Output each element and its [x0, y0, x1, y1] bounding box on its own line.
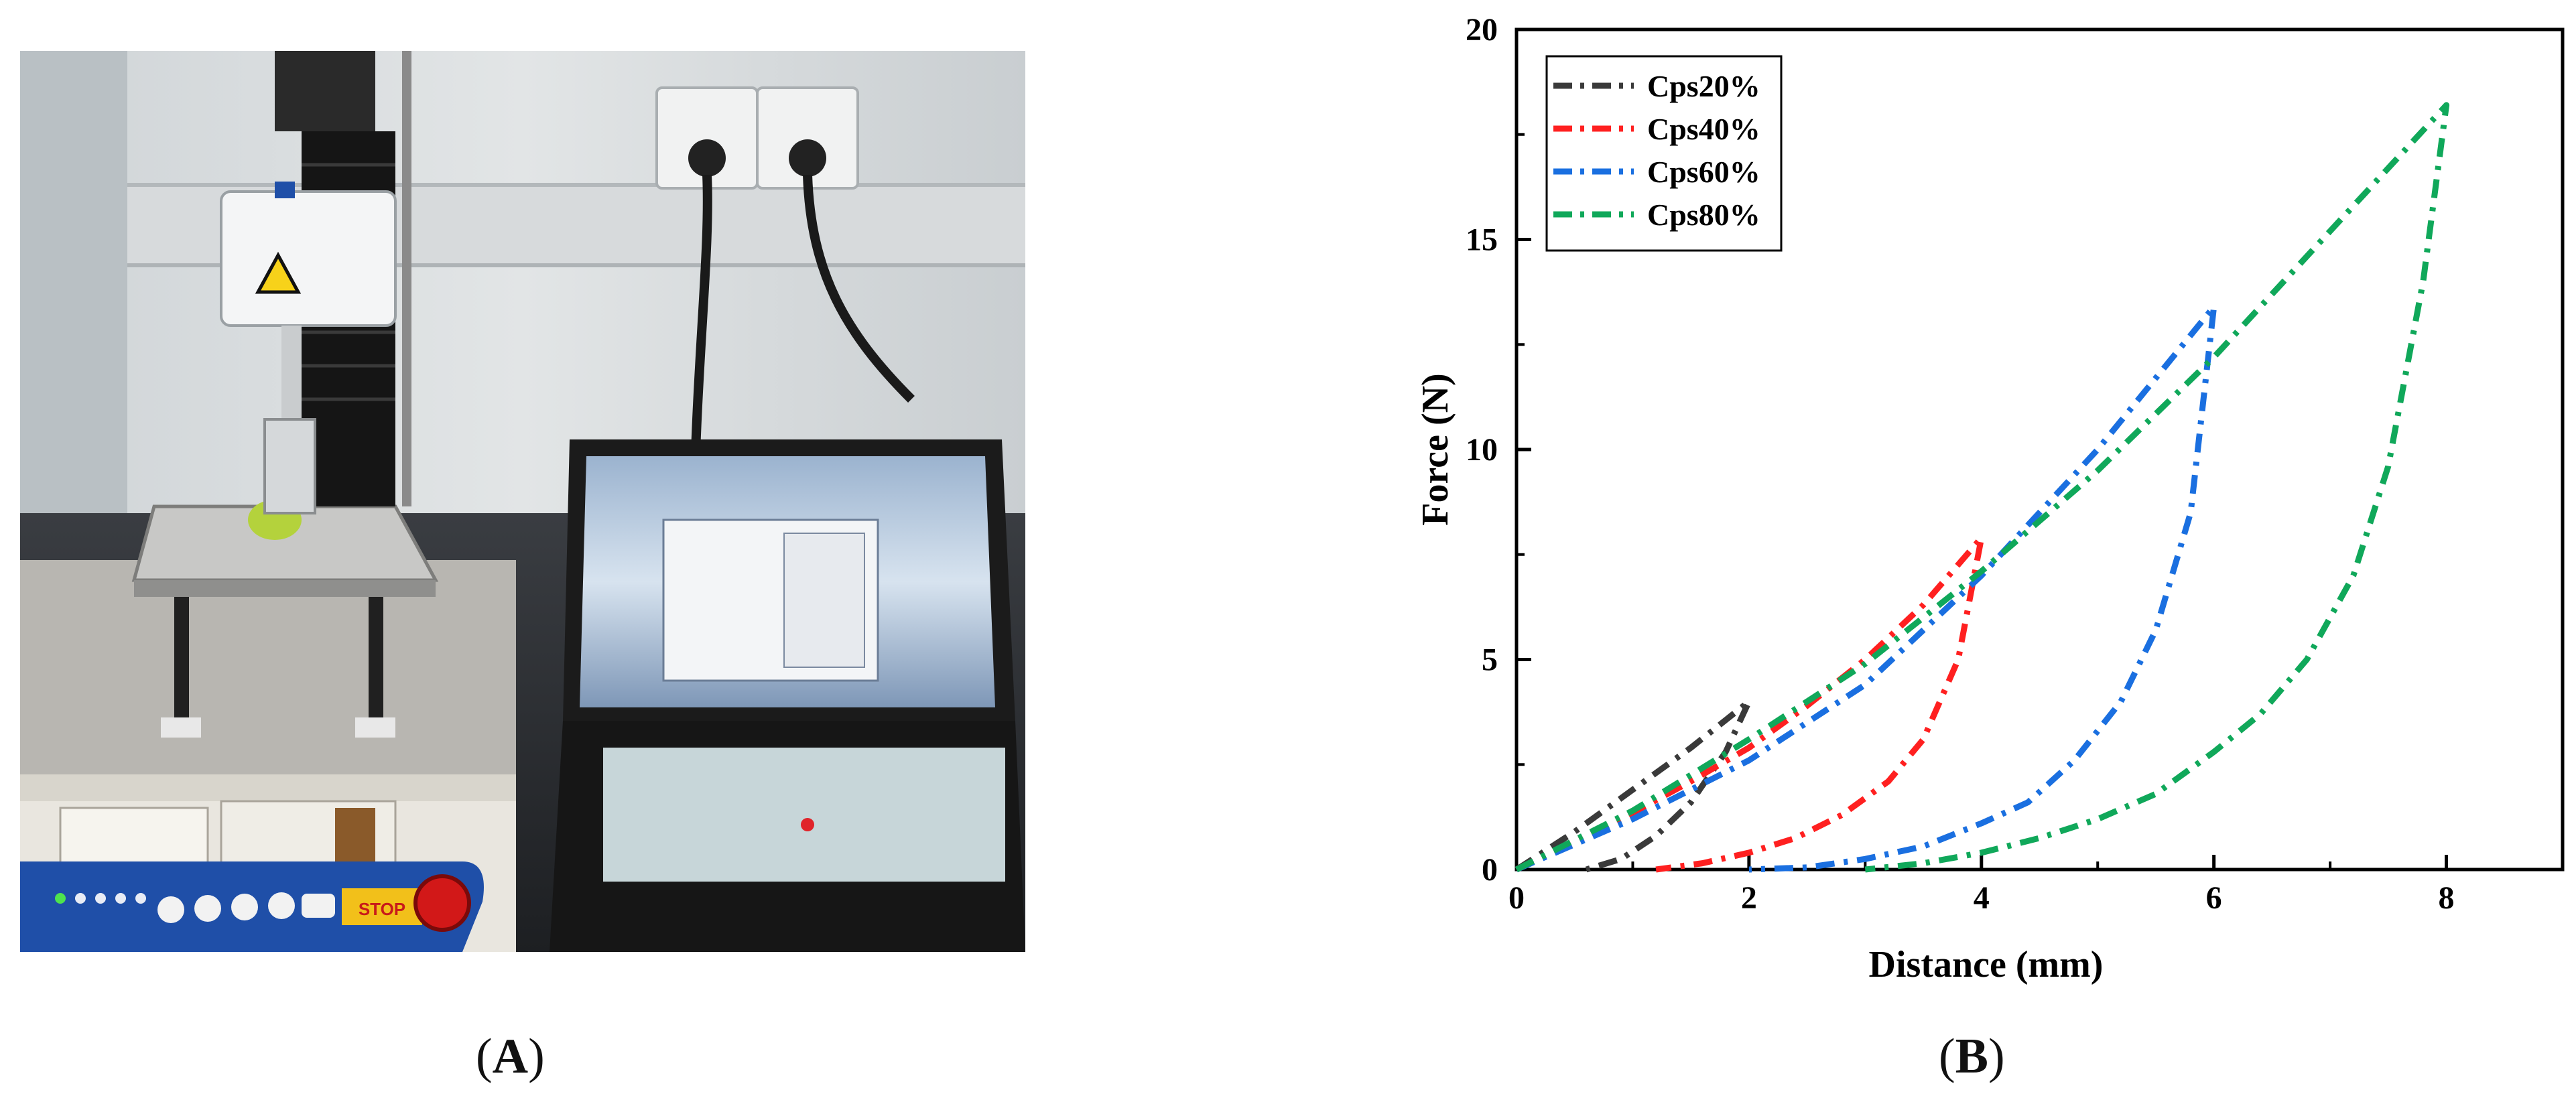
y-tick-label: 0 [1482, 852, 1498, 888]
x-tick-label: 0 [1508, 880, 1525, 916]
x-axis-label: Distance (mm) [1869, 944, 2104, 985]
stop-sign-text: STOP [359, 899, 405, 919]
plot-frame [1515, 27, 2565, 872]
x-tick-label: 2 [1741, 880, 1757, 916]
x-tick-label: 8 [2439, 880, 2455, 916]
series-line-cps80pct [1515, 102, 2450, 873]
y-tick-label: 15 [1466, 222, 1498, 258]
legend-box [1545, 55, 1783, 252]
y-tick-label: 10 [1466, 432, 1498, 468]
series-line-cps40pct [1515, 535, 1985, 873]
series-line-cps20pct [1515, 698, 1752, 873]
photo-illustration: STOP [20, 51, 1025, 952]
y-tick-label: 5 [1482, 642, 1498, 678]
x-tick-label: 6 [2206, 880, 2222, 916]
panel-label-b: (B) [1939, 1029, 2005, 1084]
panel-label-a: (A) [476, 1029, 545, 1084]
legend-entry: Cps60% [1647, 155, 1760, 189]
legend-entry: Cps80% [1647, 198, 1760, 232]
x-tick-label: 4 [1974, 880, 1990, 916]
legend-entry: Cps40% [1647, 112, 1760, 146]
texture-analyzer-photo: STOP [20, 51, 1025, 952]
y-tick-label: 20 [1466, 12, 1498, 48]
y-axis-label: Force (N) [1415, 373, 1456, 526]
legend-entry: Cps20% [1647, 69, 1760, 103]
series-line-cps60pct [1515, 303, 2217, 873]
